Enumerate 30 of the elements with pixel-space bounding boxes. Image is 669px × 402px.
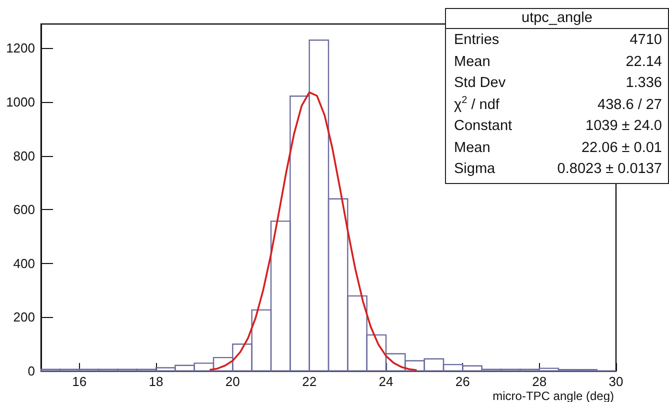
annotation: Mean <box>454 52 492 72</box>
text: 22.14 <box>624 52 662 72</box>
annotation: χ$^{2}$ / ndf <box>454 94 500 114</box>
y-tick-label: 200 <box>13 310 35 325</box>
annotation: Mean <box>454 138 492 158</box>
x-tick-label: 16 <box>72 374 87 389</box>
annotation: Std Dev <box>454 74 507 93</box>
x-tick-label: 30 <box>608 374 624 389</box>
annotation: Entries <box>454 31 500 50</box>
y-tick-label: 600 <box>13 202 35 218</box>
annotation: Sigma <box>454 160 496 179</box>
annotation: Constant <box>454 117 514 136</box>
annotation: 0.8023 ± 0.0137 <box>556 160 662 179</box>
text: 1.336 <box>624 74 662 93</box>
x-tick-label: 26 <box>455 374 470 389</box>
x-tick-label: 24 <box>378 374 394 389</box>
annotation: 1039 ± 24.0 <box>584 117 662 136</box>
annotation: 438.6 / 27 <box>596 96 662 114</box>
annotation: 22.06 ± 0.01 <box>580 138 662 158</box>
text: 4710 <box>628 31 662 50</box>
y-tick-label: 0 <box>28 364 35 378</box>
y-tick-label: 1000 <box>6 94 35 110</box>
x-tick-label: 28 <box>532 374 547 389</box>
x-tick-label: 20 <box>225 374 240 389</box>
x-tick-label: 22 <box>302 374 317 389</box>
chart-title: utpc_angle <box>446 9 668 29</box>
y-tick-label: 400 <box>13 256 35 271</box>
y-tick-label: 1200 <box>6 40 35 56</box>
y-tick-label: 800 <box>13 148 35 164</box>
x-tick-label: 18 <box>148 374 164 389</box>
